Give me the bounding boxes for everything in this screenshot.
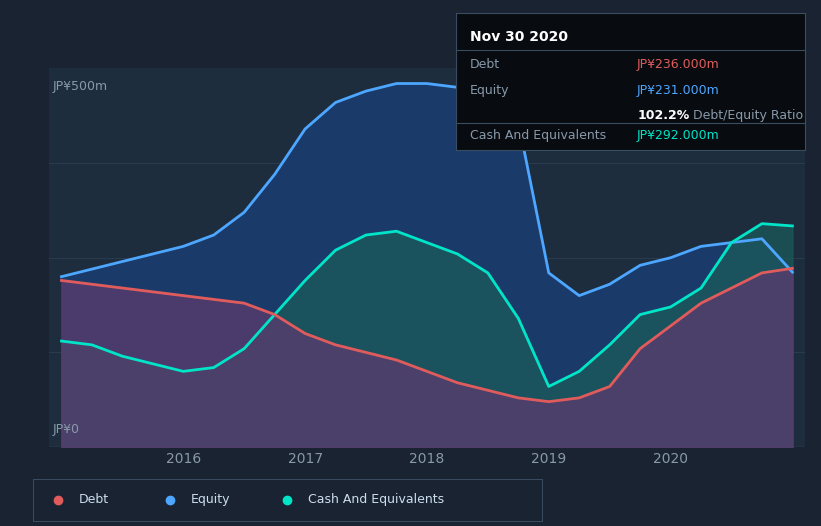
Text: Debt/Equity Ratio: Debt/Equity Ratio — [693, 109, 803, 122]
Text: JP¥236.000m: JP¥236.000m — [637, 58, 720, 72]
Text: JP¥0: JP¥0 — [53, 423, 80, 436]
Text: Cash And Equivalents: Cash And Equivalents — [470, 129, 606, 143]
Text: Equity: Equity — [470, 84, 509, 97]
Text: Debt: Debt — [79, 493, 108, 506]
Text: Cash And Equivalents: Cash And Equivalents — [308, 493, 444, 506]
Text: JP¥292.000m: JP¥292.000m — [637, 129, 720, 143]
Text: JP¥500m: JP¥500m — [53, 80, 108, 93]
Text: 102.2%: 102.2% — [637, 109, 690, 122]
Text: JP¥231.000m: JP¥231.000m — [637, 84, 720, 97]
Text: Equity: Equity — [190, 493, 230, 506]
Text: Debt: Debt — [470, 58, 500, 72]
Text: Nov 30 2020: Nov 30 2020 — [470, 29, 567, 44]
